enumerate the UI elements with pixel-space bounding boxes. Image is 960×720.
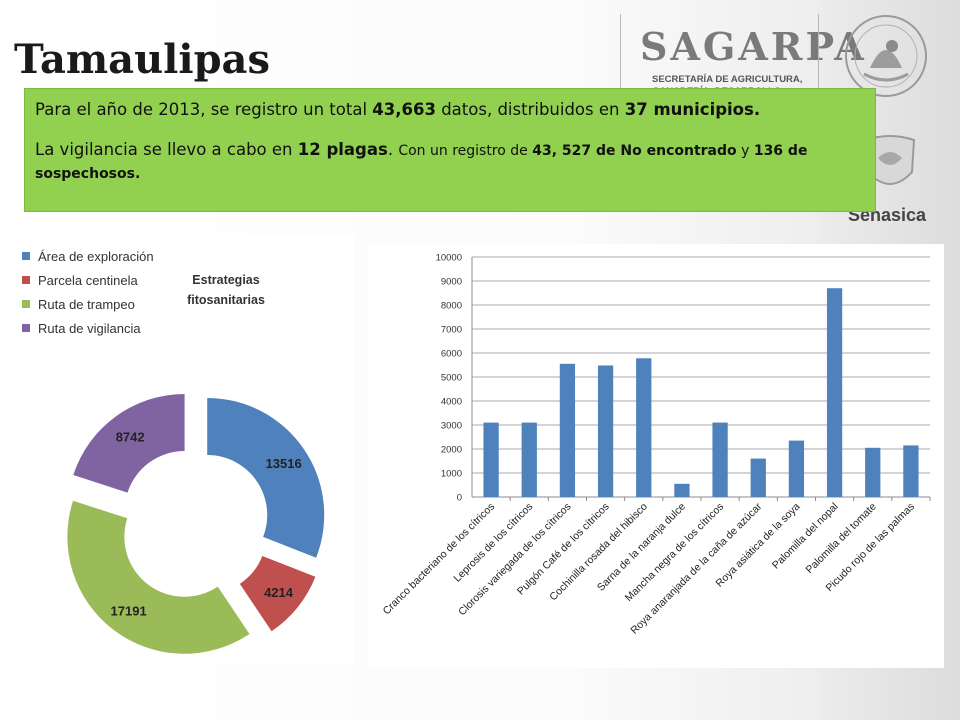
x-tick-label: Palomilla del tomate — [804, 501, 879, 576]
y-tick-label: 6000 — [441, 349, 462, 360]
bar-chart: 0 1000 2000 3000 4000 5000 6000 7000 8000 9000 100… — [381, 253, 931, 637]
y-tick-label: 2000 — [441, 445, 462, 456]
bar — [712, 422, 728, 497]
donut-chart: 13516 4214 17191 8742 — [67, 394, 325, 654]
bar — [865, 447, 881, 497]
y-tick-label: 5000 — [441, 373, 462, 384]
bar — [903, 445, 919, 497]
x-tick-label: Palomilla del nopal — [770, 501, 841, 572]
bar — [559, 363, 576, 497]
donut-legend: Área de exploración Parcela centinela Ru… — [22, 244, 154, 340]
y-tick-label: 4000 — [441, 397, 462, 408]
legend-item: Ruta de vigilancia — [22, 316, 154, 340]
senasica-logo-icon — [864, 135, 916, 185]
bar — [788, 440, 805, 497]
sagarpa-logo-text: SAGARPA — [640, 24, 867, 69]
donut-slice — [67, 500, 250, 654]
bar-panel — [368, 244, 944, 668]
bar — [674, 483, 690, 497]
donut-slice — [73, 394, 185, 493]
legend-swatch — [22, 300, 30, 308]
legend-swatch — [22, 324, 30, 332]
donut-data-label: 13516 — [266, 456, 302, 471]
info-box: Para el año de 2013, se registro un tota… — [24, 88, 876, 212]
legend-item: Ruta de trampeo — [22, 292, 154, 316]
bar — [597, 365, 614, 497]
legend-item: Parcela centinela — [22, 268, 154, 292]
legend-item: Área de exploración — [22, 244, 154, 268]
bar — [483, 422, 499, 497]
divider — [620, 14, 621, 104]
donut-slice — [239, 555, 316, 632]
y-tick-label: 0 — [457, 493, 462, 504]
y-tick-label: 10000 — [436, 253, 462, 264]
bar — [750, 458, 766, 497]
legend-swatch — [22, 252, 30, 260]
donut-data-label: 4214 — [264, 585, 294, 600]
y-tick-label: 9000 — [441, 277, 462, 288]
donut-slice — [207, 397, 325, 558]
divider — [818, 14, 819, 104]
donut-title: Estrategias fitosanitarias — [187, 273, 265, 307]
y-tick-label: 3000 — [441, 421, 462, 432]
info-line-1: Para el año de 2013, se registro un tota… — [35, 100, 761, 119]
legend-swatch — [22, 276, 30, 284]
donut-data-label: 17191 — [111, 604, 147, 619]
y-tick-label: 7000 — [441, 325, 462, 336]
bar — [636, 358, 652, 497]
mexico-seal-icon — [845, 15, 927, 97]
y-tick-label: 8000 — [441, 301, 462, 312]
donut-data-label: 8742 — [116, 429, 145, 444]
bar — [826, 288, 843, 497]
bar — [521, 422, 537, 497]
info-line-2: La vigilancia se llevo a cabo en 12 plag… — [35, 140, 808, 182]
page-title: Tamaulipas — [14, 36, 270, 83]
y-tick-label: 1000 — [441, 469, 462, 480]
